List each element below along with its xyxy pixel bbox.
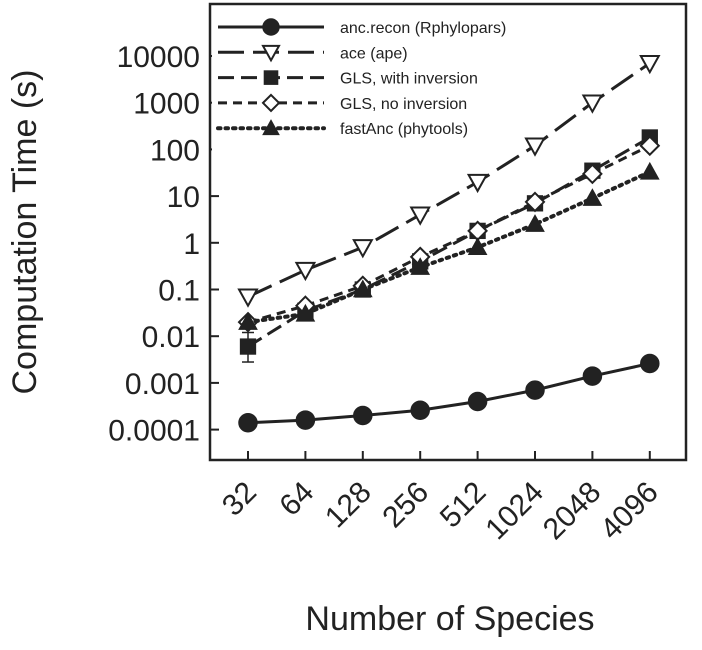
x-tick-label: 256 bbox=[376, 476, 435, 535]
x-axis-title: Number of Species bbox=[305, 600, 594, 638]
marker-diamond bbox=[261, 93, 281, 113]
x-tick-label: 2048 bbox=[537, 476, 608, 547]
y-axis: 0.0001 0.001 0.01 0.1 1 10 100 1000 10000 bbox=[108, 41, 219, 448]
marker-circle bbox=[238, 413, 258, 433]
x-tick-label: 32 bbox=[216, 476, 263, 523]
marker-triangle-down bbox=[294, 261, 317, 282]
marker-circle bbox=[525, 380, 545, 400]
x-tick-label: 1024 bbox=[479, 476, 550, 547]
marker-circle bbox=[467, 391, 488, 412]
series-line bbox=[247, 61, 651, 299]
y-tick-label: 1 bbox=[183, 228, 200, 261]
marker-triangle-up bbox=[582, 188, 603, 206]
legend-label: anc.recon (Rphylopars) bbox=[340, 20, 506, 37]
y-tick-label: 0.001 bbox=[125, 368, 200, 401]
marker-circle bbox=[640, 353, 660, 374]
x-tick-label: 4096 bbox=[594, 476, 665, 547]
marker-triangle-up bbox=[238, 312, 258, 330]
marker-triangle-up bbox=[525, 214, 545, 232]
marker-triangle-up bbox=[410, 257, 431, 275]
marker-diamond bbox=[581, 163, 603, 185]
marker-triangle-up bbox=[262, 119, 280, 136]
y-tick-label: 1000 bbox=[133, 88, 200, 121]
marker-triangle-down bbox=[409, 206, 431, 226]
series-line bbox=[246, 169, 652, 325]
marker-circle bbox=[295, 410, 316, 430]
marker-circle bbox=[410, 400, 430, 420]
x-tick-label: 64 bbox=[273, 476, 320, 523]
marker-diamond bbox=[524, 191, 546, 213]
marker-triangle-up bbox=[639, 161, 660, 180]
y-tick-label: 0.1 bbox=[158, 275, 200, 308]
marker-diamond bbox=[639, 135, 661, 157]
x-tick-label: 128 bbox=[319, 476, 378, 535]
series-line bbox=[247, 144, 651, 324]
marker-triangle-down bbox=[524, 137, 546, 157]
marker-triangle-down bbox=[261, 44, 281, 63]
marker-circle bbox=[262, 18, 280, 36]
marker-square bbox=[263, 70, 279, 85]
y-tick-label: 100 bbox=[150, 134, 200, 167]
series-0 bbox=[238, 353, 660, 433]
y-tick-label: 10 bbox=[167, 181, 200, 214]
series-layer bbox=[237, 55, 661, 433]
marker-triangle-down bbox=[352, 239, 374, 259]
legend: anc.recon (Rphylopars) ace (ape) GLS, with… bbox=[212, 6, 506, 154]
series-4 bbox=[238, 161, 660, 330]
y-tick-label: 0.0001 bbox=[108, 415, 200, 448]
marker-triangle-down bbox=[639, 55, 661, 75]
marker-circle bbox=[582, 366, 603, 386]
marker-triangle-up bbox=[467, 237, 488, 256]
y-tick-label: 0.01 bbox=[142, 321, 200, 354]
marker-triangle-up bbox=[352, 279, 373, 298]
marker-circle bbox=[353, 405, 373, 426]
plot-frame bbox=[208, 2, 688, 462]
marker-square bbox=[239, 338, 257, 355]
series-1 bbox=[237, 55, 661, 308]
marker-triangle-down bbox=[237, 288, 259, 308]
marker-triangle-up bbox=[295, 303, 316, 322]
legend-label: GLS, no inversion bbox=[340, 96, 467, 113]
marker-triangle-down bbox=[466, 173, 489, 194]
y-axis-title: Computation Time (s) bbox=[6, 70, 44, 395]
legend-label: ace (ape) bbox=[340, 45, 408, 62]
legend-label: GLS, with inversion bbox=[340, 71, 478, 88]
series-2 bbox=[239, 129, 658, 363]
y-tick-label: 10000 bbox=[117, 41, 200, 74]
legend-label: fastAnc (phytools) bbox=[340, 121, 468, 138]
marker-triangle-down bbox=[581, 94, 604, 114]
series-line bbox=[247, 136, 651, 348]
